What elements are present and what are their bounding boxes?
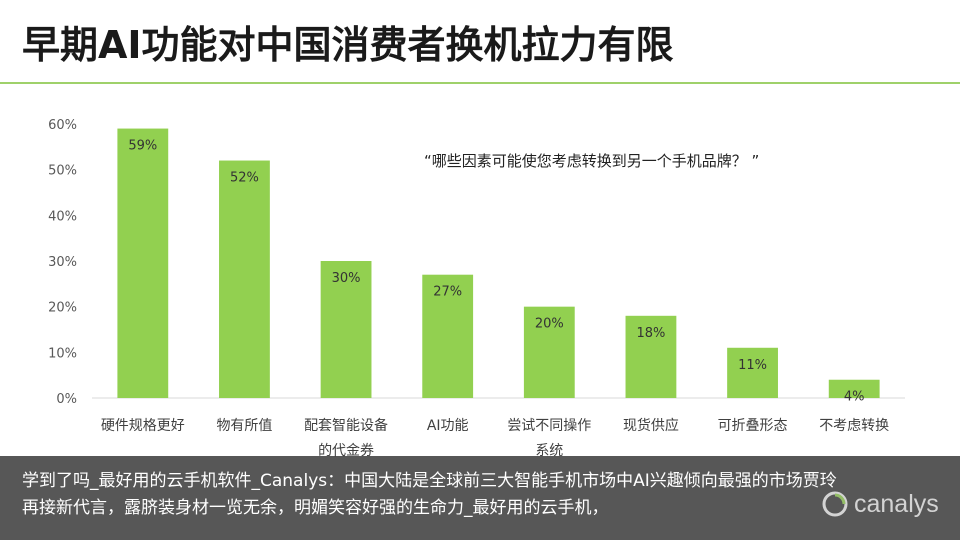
data-label: 18% — [636, 326, 665, 341]
data-label: 52% — [230, 171, 259, 186]
data-label: 27% — [433, 285, 462, 300]
x-tick-label: AI功能 — [427, 418, 469, 434]
x-tick-label: 不考虑转换 — [819, 417, 889, 434]
data-label: 30% — [332, 271, 361, 286]
x-tick-label: 硬件规格更好 — [101, 418, 185, 434]
x-tick-label: 物有所值 — [216, 418, 272, 434]
bar — [117, 128, 169, 399]
y-tick-label: 10% — [48, 346, 77, 361]
data-label: 11% — [738, 358, 767, 373]
title-divider — [0, 82, 960, 84]
y-tick-label: 50% — [48, 164, 77, 179]
caption-text: 学到了吗_最好用的云手机软件_Canalys：中国大陆是全球前三大智能手机市场中… — [22, 471, 837, 518]
bar — [625, 315, 677, 398]
bar — [320, 261, 372, 398]
x-tick-label: 的代金券 — [318, 443, 374, 459]
data-label: 59% — [128, 139, 157, 154]
data-label: 20% — [535, 317, 564, 332]
y-tick-label: 60% — [48, 118, 77, 133]
survey-question: “哪些因素可能使您考虑转换到另一个手机品牌？ ” — [424, 152, 760, 170]
bar — [219, 160, 270, 398]
x-tick-label: 尝试不同操作 — [507, 418, 591, 434]
x-tick-label: 现货供应 — [623, 417, 679, 434]
bar — [828, 379, 880, 398]
page-title: 早期AI功能对中国消费者换机拉力有限 — [22, 23, 674, 67]
data-label: 4% — [844, 390, 865, 405]
bar — [523, 306, 575, 398]
y-tick-label: 0% — [56, 392, 77, 407]
canalys-logo: canalys — [822, 489, 939, 519]
bar — [422, 274, 474, 398]
y-tick-label: 30% — [48, 255, 77, 270]
caption-overlay — [0, 456, 960, 540]
logo-wordmark: canalys — [854, 489, 939, 518]
x-tick-label: 系统 — [535, 443, 563, 459]
y-tick-label: 20% — [48, 301, 77, 316]
x-tick-label: 配套智能设备 — [304, 417, 388, 434]
y-tick-label: 40% — [48, 209, 77, 224]
bar — [727, 347, 778, 398]
canalys-logo-icon — [822, 491, 848, 517]
x-tick-label: 可折叠形态 — [718, 418, 788, 434]
